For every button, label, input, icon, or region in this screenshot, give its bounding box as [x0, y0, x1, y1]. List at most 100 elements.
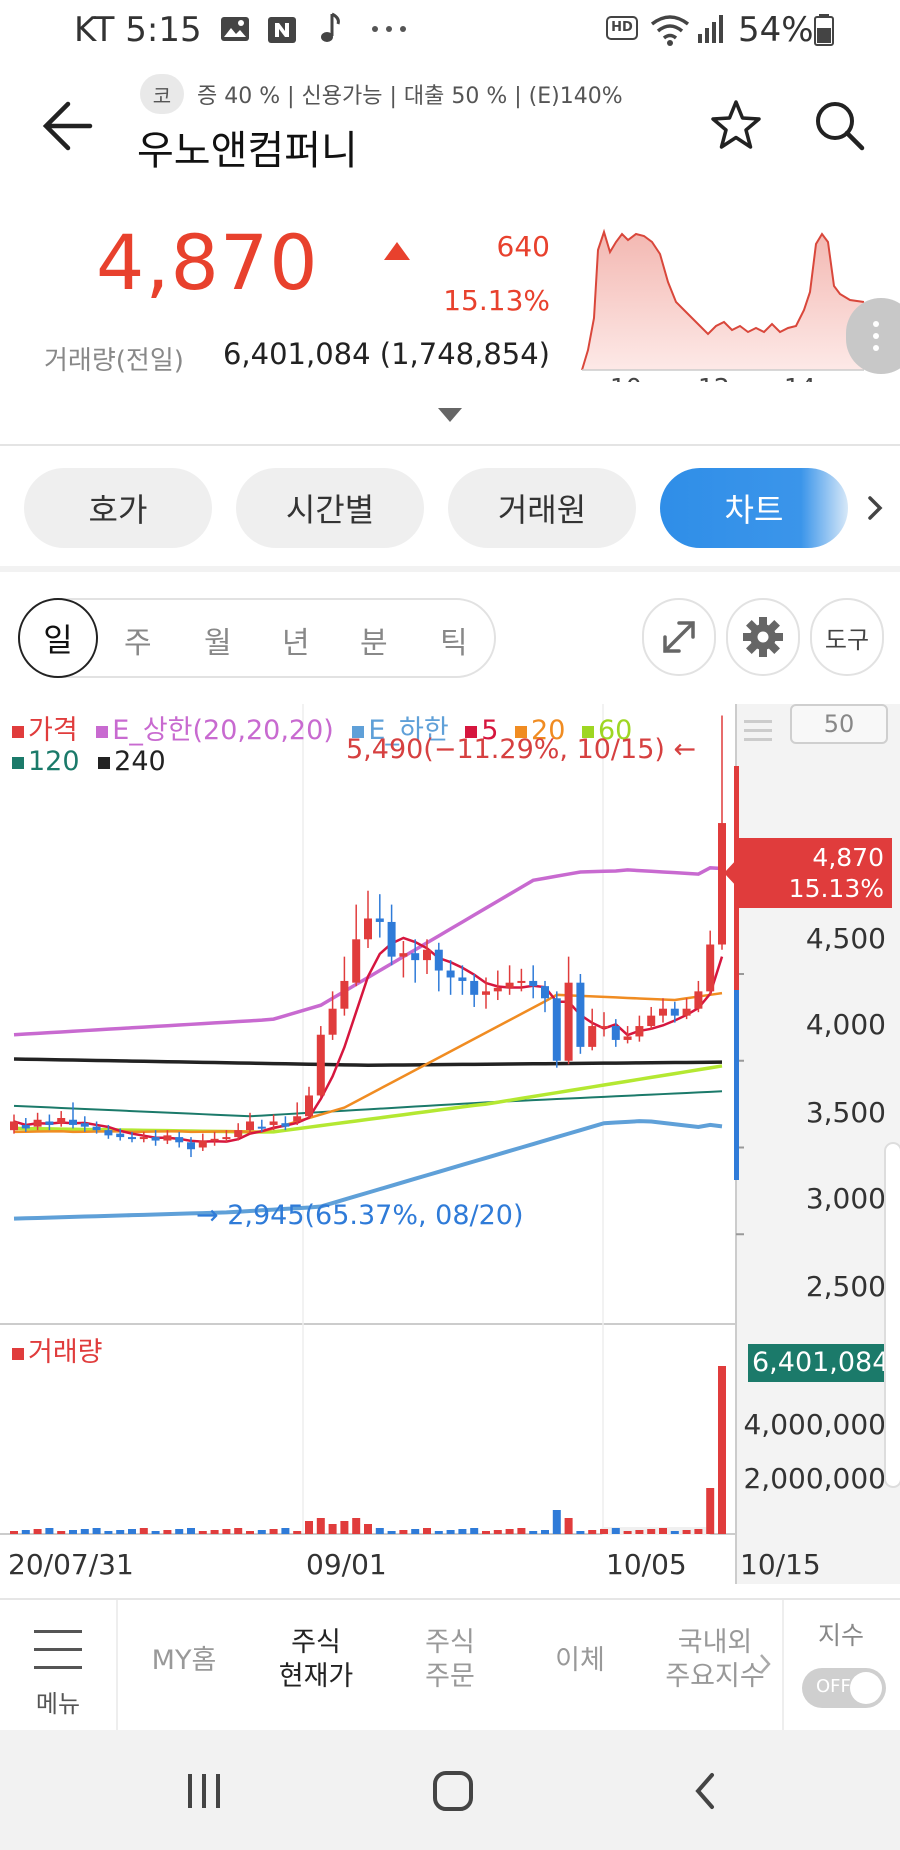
more-options-button[interactable] [846, 298, 900, 374]
period-minute[interactable]: 분 [360, 626, 388, 661]
price-tag-value: 4,870 [812, 843, 884, 872]
nav-chevron-right-icon[interactable] [758, 1652, 772, 1676]
battery-icon [814, 14, 834, 46]
more-dots-icon [372, 26, 406, 32]
volume-bar [434, 1531, 443, 1534]
candle-body [588, 1026, 597, 1047]
volume-bar [198, 1531, 207, 1534]
candle-body [45, 1121, 54, 1125]
nav-transfer[interactable]: 이체 [555, 1645, 605, 1676]
period-year[interactable]: 년 [282, 626, 310, 661]
candle-body [92, 1126, 101, 1131]
y-tick-label: 3,000 [805, 1182, 886, 1215]
nav-major-indices[interactable]: 국내외 주요지수 [650, 1626, 780, 1694]
volume-bar [175, 1529, 184, 1534]
gear-icon [743, 617, 783, 657]
candle-body [246, 1121, 254, 1131]
tab-by-time[interactable]: 시간별 [236, 468, 424, 548]
back-arrow-icon[interactable] [40, 98, 100, 154]
menu-button[interactable]: 메뉴 [0, 1600, 116, 1732]
nav-indices-line2: 주요지수 [665, 1661, 765, 1692]
volume-bar [10, 1531, 18, 1534]
nav-indices-line1: 국내외 [677, 1627, 753, 1658]
candle-body [458, 977, 467, 981]
volume-bar [611, 1528, 620, 1534]
candle-body [316, 1034, 325, 1096]
volume-bar [281, 1528, 290, 1534]
candle-body [293, 1116, 302, 1122]
legend-ma60: 60 [598, 715, 633, 746]
settings-button[interactable] [726, 598, 800, 676]
volume-bar [187, 1528, 195, 1534]
candle-body [529, 980, 538, 987]
candle-body [352, 939, 361, 983]
volume-bar [340, 1521, 349, 1534]
envelope-lower-line [13, 1119, 723, 1221]
candle-body [446, 970, 455, 978]
low-annotation: → 2,945(65.37%, 08/20) [196, 1200, 524, 1231]
candle-body [623, 1036, 632, 1040]
volume-legend: 거래량 [12, 1330, 103, 1369]
index-toggle-switch[interactable]: OFF [802, 1668, 886, 1708]
price-chart[interactable] [0, 704, 900, 1584]
system-navigation-bar [0, 1730, 900, 1850]
period-day[interactable]: 일 [18, 598, 98, 678]
nav-stock-current[interactable]: 주식 현재가 [258, 1626, 374, 1694]
x-tick-label: 10/05 [606, 1548, 687, 1581]
volume-bar [269, 1529, 278, 1534]
home-icon[interactable] [432, 1770, 474, 1812]
chart-list-icon[interactable] [742, 716, 774, 746]
nav-my-home[interactable]: MY홈 [151, 1645, 217, 1676]
price-change: 640 [496, 230, 550, 263]
battery-percent: 54% [738, 10, 814, 50]
x-tick-label: 09/01 [306, 1548, 387, 1581]
candle-body [69, 1119, 77, 1125]
system-back-icon[interactable] [690, 1770, 720, 1812]
vertical-dots-icon [873, 321, 879, 351]
nav-stock-order[interactable]: 주식 주문 [392, 1626, 508, 1694]
legend-volume: 거래량 [28, 1337, 103, 1368]
chart-count-box[interactable]: 50 [790, 704, 888, 744]
volume-bar [399, 1530, 408, 1534]
volume-bar [139, 1528, 148, 1534]
tab-next-chevron-icon[interactable] [862, 492, 888, 524]
menu-label: 메뉴 [35, 1690, 81, 1718]
volume-bar [305, 1521, 313, 1534]
legend-ma120: 120 [28, 746, 80, 777]
volume-bar [80, 1529, 89, 1534]
price-tag-pct: 15.13% [788, 874, 884, 903]
candle-body [517, 980, 526, 983]
search-icon[interactable] [810, 96, 870, 156]
candle-body [387, 921, 396, 957]
candle-body [505, 982, 514, 988]
candle-body [33, 1119, 42, 1127]
legend-swatch-lower [352, 725, 365, 738]
tools-button[interactable]: 도구 [810, 598, 884, 676]
candle-body [210, 1138, 219, 1141]
recent-apps-icon[interactable] [184, 1770, 224, 1810]
candle-body [305, 1095, 313, 1117]
tab-chart[interactable]: 차트 [660, 468, 848, 548]
candle-body [600, 1026, 608, 1029]
candle-body [163, 1135, 172, 1141]
expand-down-icon[interactable] [438, 408, 462, 422]
nav-stock-current-line1: 주식 [291, 1627, 341, 1658]
volume-bar [529, 1531, 538, 1534]
favorite-star-icon[interactable] [706, 96, 766, 156]
period-tick[interactable]: 틱 [440, 626, 468, 661]
tab-broker[interactable]: 거래원 [448, 468, 636, 548]
candle-body [470, 980, 479, 995]
period-month[interactable]: 월 [204, 626, 232, 661]
candle-body [647, 1015, 656, 1027]
intraday-sparkline[interactable]: 10 12 14 [578, 222, 868, 382]
expand-arrows-icon [663, 621, 695, 653]
tab-hoga[interactable]: 호가 [24, 468, 212, 548]
side-drawer-handle[interactable] [884, 1142, 900, 1488]
period-week[interactable]: 주 [124, 626, 152, 661]
candle-body [222, 1137, 231, 1140]
candle-body [10, 1121, 18, 1131]
section-divider [0, 566, 900, 572]
candle-body [198, 1140, 207, 1148]
volume-bar [576, 1531, 585, 1534]
fullscreen-button[interactable] [642, 598, 716, 676]
